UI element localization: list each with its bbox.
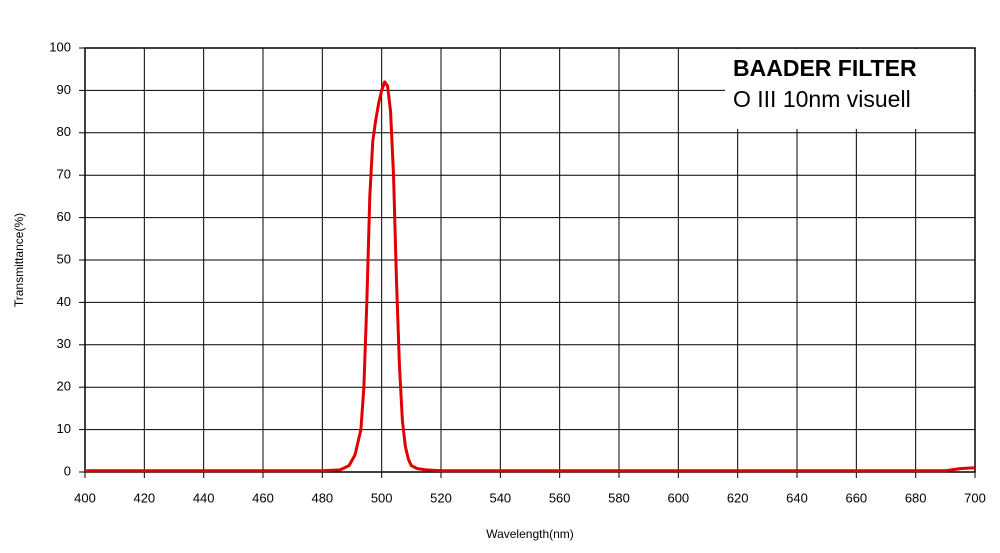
x-tick-label: 620 [727,490,749,505]
y-tick-label: 10 [57,421,71,436]
x-tick-label: 540 [489,490,511,505]
y-tick-label: 50 [57,251,71,266]
data-line [85,80,976,473]
x-tick-label: 700 [964,490,986,505]
y-tick-label: 30 [57,336,71,351]
chart-subtitle: O III 10nm visuell [733,86,911,112]
y-axis-label: Transmittance(%) [12,213,26,307]
y-tick-label: 0 [64,463,71,478]
x-tick-label: 460 [252,490,274,505]
x-tick-label: 660 [845,490,867,505]
y-tick-label: 40 [57,294,71,309]
x-tick-label: 400 [74,490,96,505]
x-tick-label: 560 [549,490,571,505]
legend-box [725,49,974,129]
y-tick-label: 20 [57,379,71,394]
x-axis-label: Wavelength(nm) [486,527,574,541]
chart-title: BAADER FILTER [733,55,917,81]
x-tick-label: 440 [193,490,215,505]
x-tick-label: 580 [608,490,630,505]
x-tick-label: 500 [371,490,393,505]
y-tick-label: 60 [57,209,71,224]
x-tick-label: 480 [311,490,333,505]
x-tick-label: 640 [786,490,808,505]
y-tick-label: 100 [49,39,71,54]
x-tick-label: 420 [133,490,155,505]
y-tick-label: 70 [57,167,71,182]
x-tick-label: 600 [667,490,689,505]
x-tick-label: 680 [905,490,927,505]
y-tick-label: 90 [57,82,71,97]
x-tick-label: 520 [430,490,452,505]
y-tick-label: 80 [57,124,71,139]
